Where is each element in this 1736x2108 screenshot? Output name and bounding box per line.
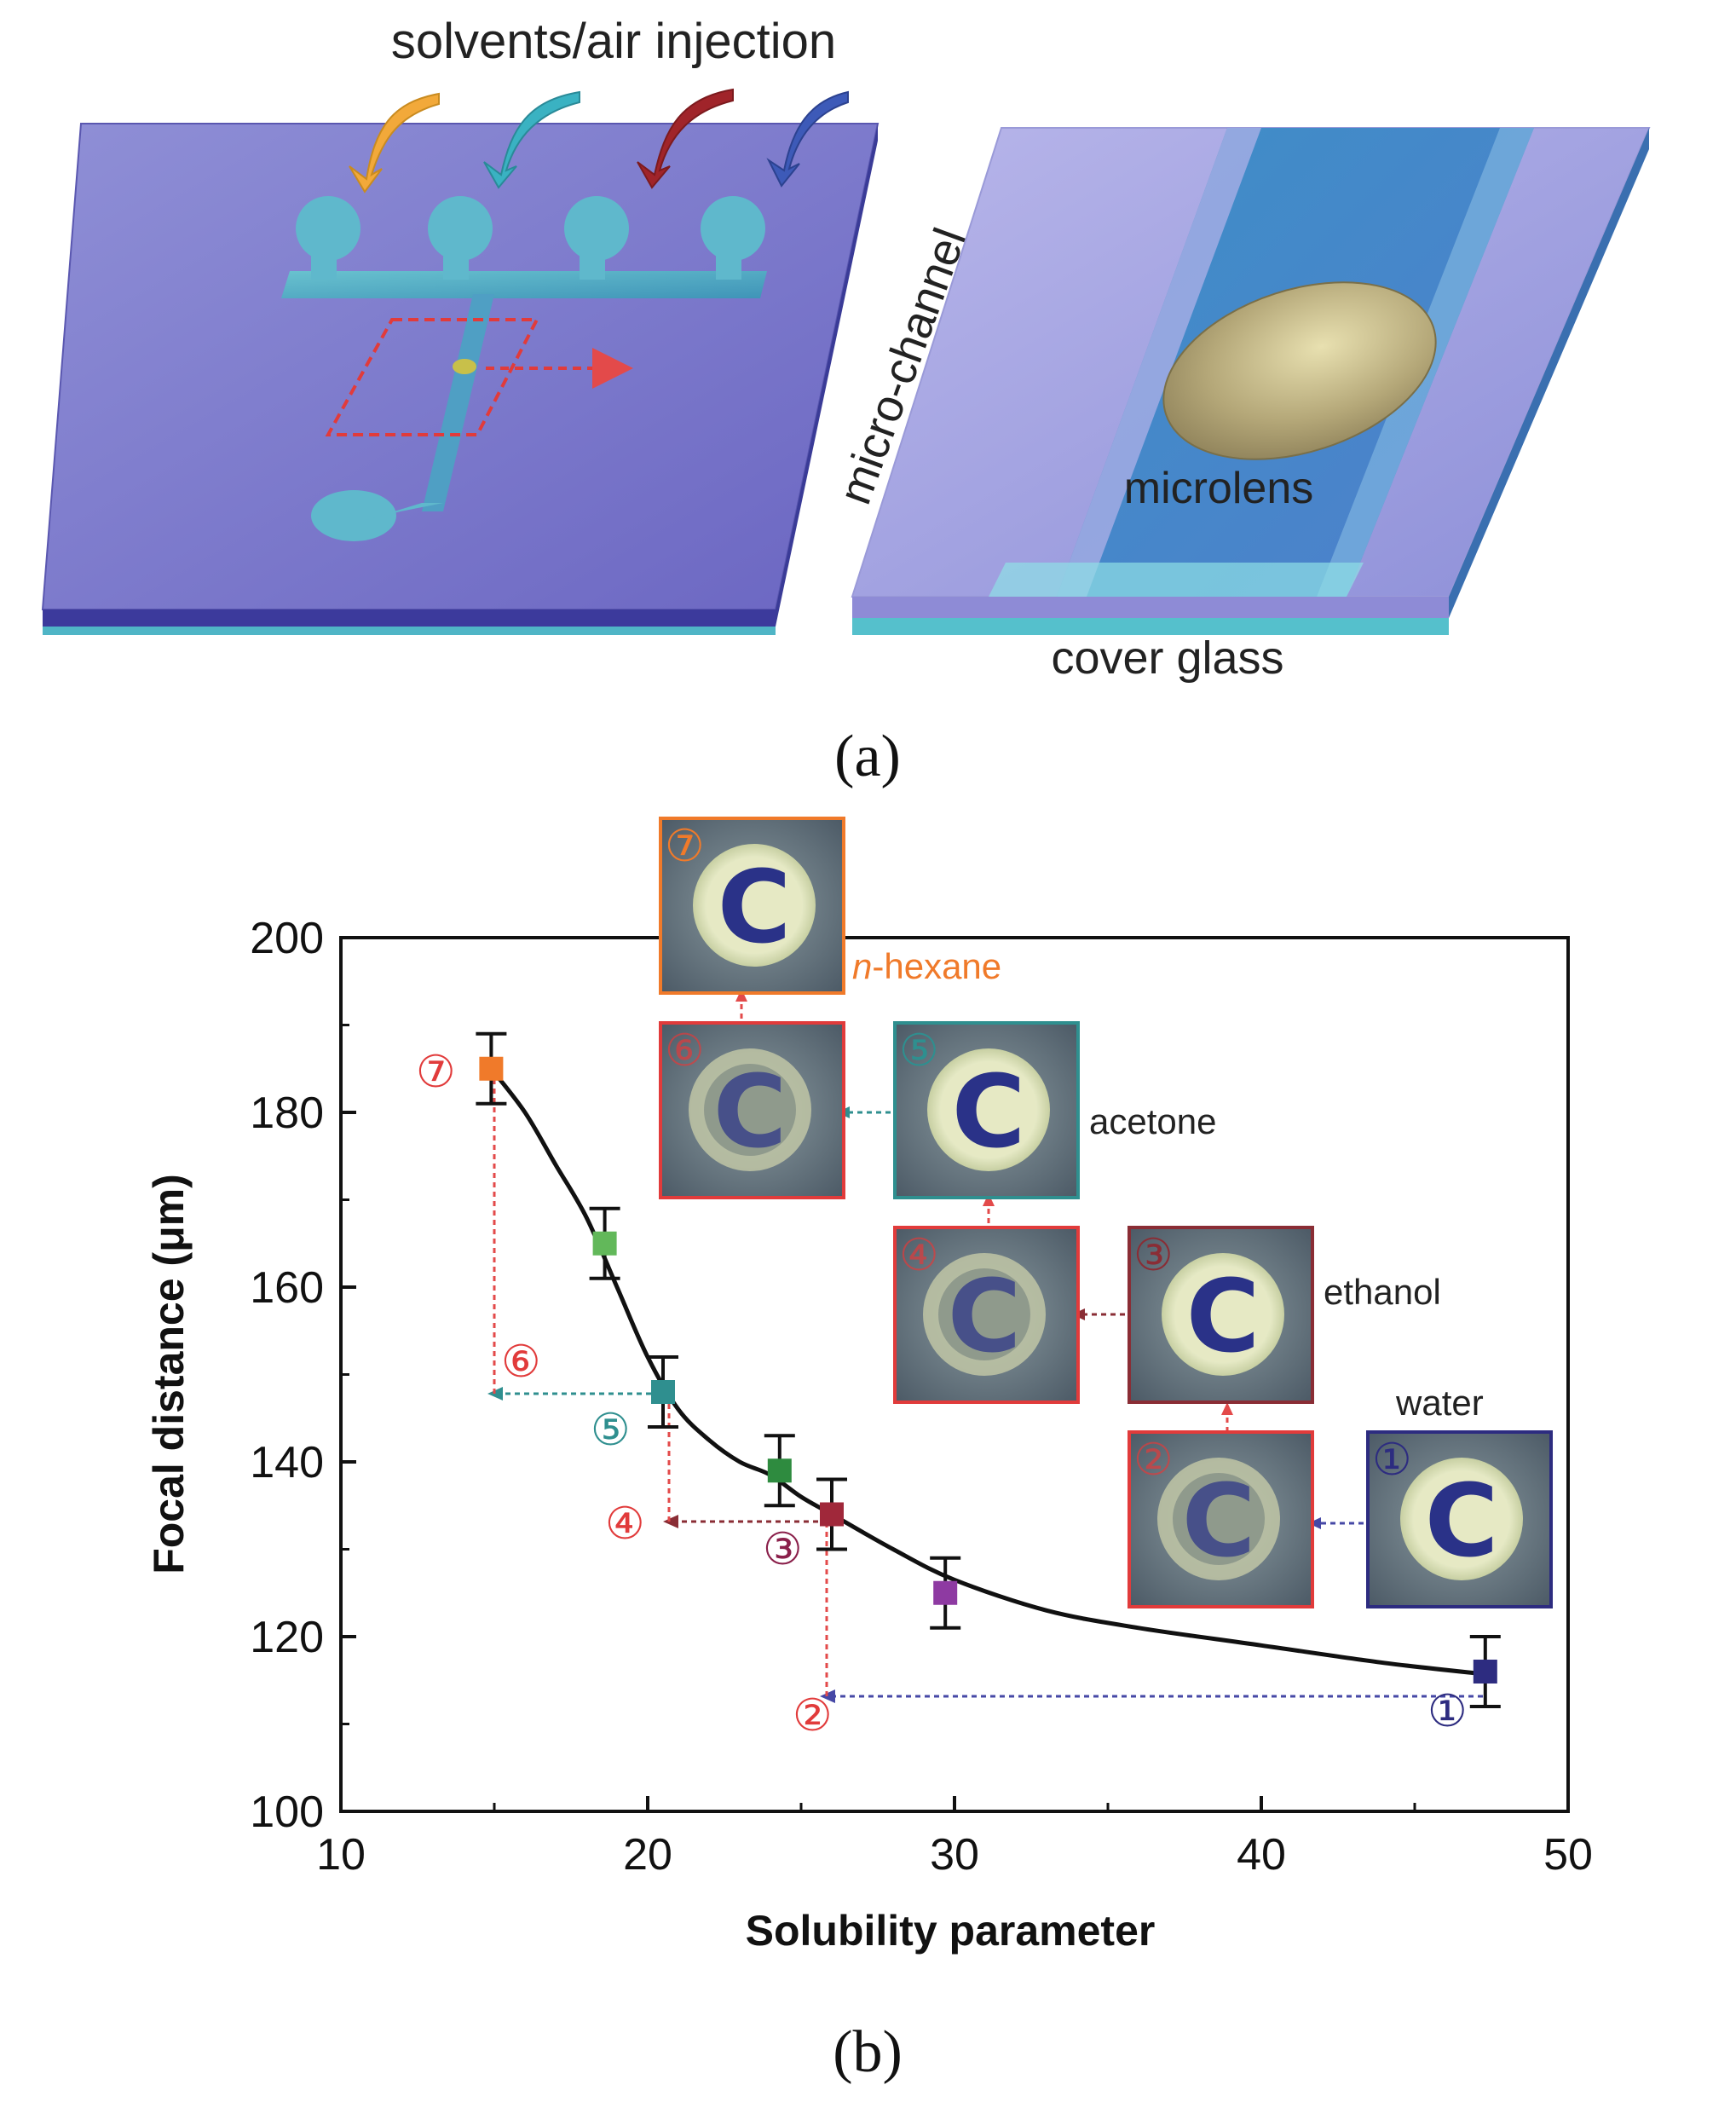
tile-1-water: C ① [1366, 1430, 1553, 1608]
panel-b: 10 20 30 40 50 100 120 140 160 180 200 Focal dista… [145, 817, 1593, 2085]
tile-4-step: ④ [899, 1230, 939, 1281]
x-tick-label-0: 10 [316, 1830, 366, 1880]
data-point-3 [651, 1380, 675, 1404]
y-tick-label-1: 120 [250, 1613, 324, 1662]
x-axis-title: Solubility parameter [746, 1907, 1156, 1955]
step-marker-1: ① [1427, 1686, 1468, 1737]
tile-3-ethanol: C ③ [1128, 1226, 1314, 1404]
x-tick-label-1: 20 [623, 1830, 672, 1880]
y-tick-label-0: 100 [250, 1787, 324, 1837]
microlens-shape [1162, 281, 1437, 460]
guide-tile-6-to-7-head [735, 989, 747, 1002]
panel-a: solvents/air injection micro-channel mic… [41, 14, 1651, 789]
tile-2-letter: C [1182, 1462, 1256, 1580]
step-markers: ① ② ③ ④ ⑤ ⑥ ⑦ [416, 1047, 1468, 1741]
plot-area [476, 1031, 1501, 1708]
step-marker-6: ⑥ [501, 1337, 541, 1388]
x-tick-label-4: 50 [1543, 1830, 1593, 1880]
step-marker-2: ② [793, 1690, 833, 1741]
y-tick-label-2: 140 [250, 1438, 324, 1487]
tile-3-letter: C [1186, 1257, 1260, 1375]
arrow-orange [349, 92, 440, 193]
tile-6-letter: C [713, 1053, 787, 1170]
label-hexane-n: n [852, 946, 872, 986]
label-water: water [1395, 1383, 1484, 1423]
tile-5-letter: C [952, 1053, 1026, 1170]
injection-label: solvents/air injection [391, 14, 836, 69]
tile-2-blurred: C ② [1128, 1430, 1314, 1608]
tile-7-hexane: C ⑦ [659, 817, 845, 995]
data-point-4 [767, 1458, 792, 1483]
channel-network [281, 196, 767, 541]
tile-6-blurred: C ⑥ [659, 1021, 845, 1199]
tile-5-acetone: C ⑤ [893, 1021, 1080, 1199]
tile-1-letter: C [1425, 1462, 1499, 1580]
data-point-6 [933, 1580, 958, 1605]
panel-b-label: (b) [833, 2019, 903, 2085]
tile-4-letter: C [948, 1257, 1022, 1375]
y-tick-label-5: 200 [250, 914, 324, 963]
tile-5-step: ⑤ [899, 1025, 939, 1077]
y-tick-label-4: 180 [250, 1089, 324, 1138]
injection-arrows [349, 88, 849, 193]
data-point-7 [1473, 1660, 1497, 1684]
x-tick-label-2: 30 [930, 1830, 979, 1880]
guide-tile-2-to-3-head [1221, 1402, 1233, 1415]
arrow-darkred [637, 88, 734, 189]
step-marker-4: ④ [605, 1499, 645, 1550]
tile-7-letter: C [718, 848, 792, 966]
label-acetone: acetone [1089, 1101, 1216, 1141]
step-marker-7: ⑦ [416, 1047, 456, 1098]
step-marker-3: ③ [763, 1524, 803, 1575]
tile-3-step: ③ [1133, 1230, 1174, 1281]
label-ethanol: ethanol [1324, 1272, 1441, 1312]
y-tick-label-3: 160 [250, 1263, 324, 1313]
tile-4-blurred: C ④ [893, 1226, 1080, 1404]
zoom-selection-box [325, 318, 633, 436]
x-tick-label-3: 40 [1237, 1830, 1286, 1880]
tile-7-step: ⑦ [665, 821, 705, 872]
cover-glass-label: cover glass [1051, 632, 1283, 684]
data-point-1 [479, 1056, 504, 1081]
arrow-blue [766, 90, 849, 188]
microlens-label: microlens [1124, 464, 1314, 513]
guide-tile-4-to-5-head [983, 1193, 995, 1206]
arrow-cyan [483, 90, 580, 189]
tile-6-step: ⑥ [665, 1025, 705, 1077]
axis-ticks: 10 20 30 40 50 100 120 140 160 180 200 [250, 914, 1593, 1880]
panel-a-label: (a) [834, 724, 901, 789]
guide-tile-water-to-2-head [1308, 1517, 1321, 1529]
step-marker-5: ⑤ [591, 1405, 631, 1456]
y-axis-title: Focal distance (μm) [145, 1174, 193, 1574]
label-hexane-rest: -hexane [872, 946, 1001, 986]
tile-1-step: ① [1372, 1435, 1412, 1486]
fit-curve [489, 1067, 1486, 1677]
data-point-5 [820, 1502, 844, 1527]
guide-lines [487, 989, 1483, 1703]
label-hexane: n-hexane [852, 946, 1001, 986]
tile-2-step: ② [1133, 1435, 1174, 1486]
guide-3-to-4-head [663, 1515, 678, 1528]
data-point-2 [592, 1231, 617, 1256]
